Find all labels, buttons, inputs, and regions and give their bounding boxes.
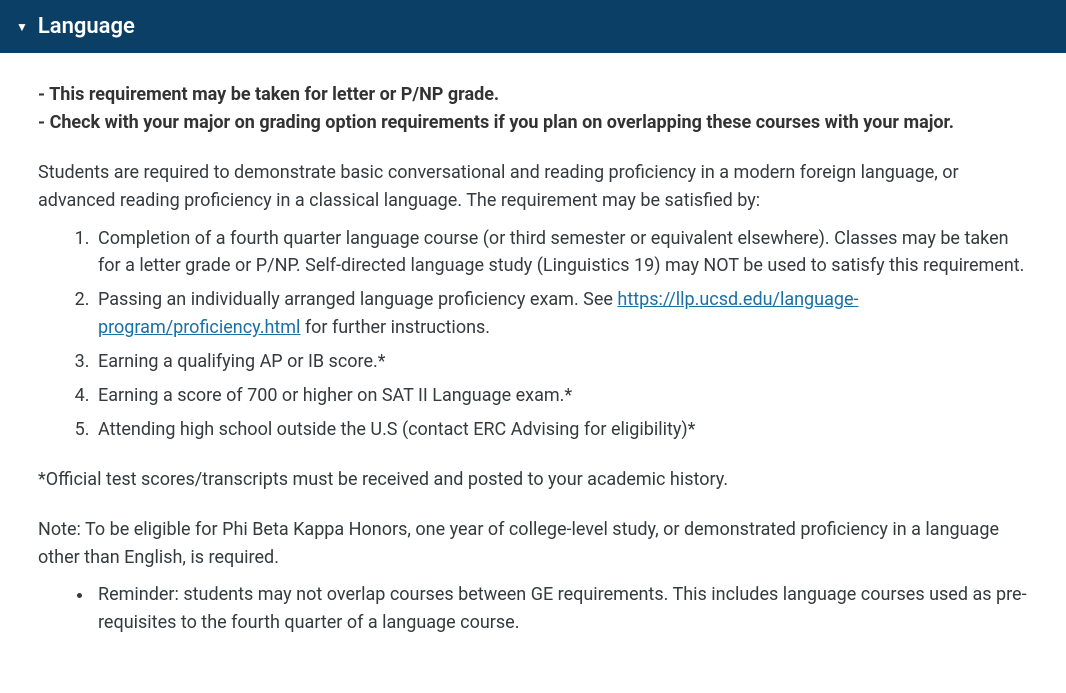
requirement-item: Earning a qualifying AP or IB score.*	[94, 348, 1028, 376]
grading-note-line: - Check with your major on grading optio…	[38, 109, 1028, 137]
requirement-item: Attending high school outside the U.S (c…	[94, 416, 1028, 444]
section-content: - This requirement may be taken for lett…	[0, 53, 1066, 657]
requirement-item: Passing an individually arranged languag…	[94, 286, 1028, 342]
phi-beta-kappa-note: Note: To be eligible for Phi Beta Kappa …	[38, 516, 1028, 572]
grading-note-line: - This requirement may be taken for lett…	[38, 81, 1028, 109]
requirement-list: Completion of a fourth quarter language …	[38, 225, 1028, 444]
requirement-item-text: Passing an individually arranged languag…	[98, 289, 617, 310]
grading-note: - This requirement may be taken for lett…	[38, 81, 1028, 137]
section-header[interactable]: ▼ Language	[0, 0, 1066, 53]
reminder-list: Reminder: students may not overlap cours…	[38, 581, 1028, 637]
reminder-item: Reminder: students may not overlap cours…	[94, 581, 1028, 637]
section-title: Language	[38, 14, 135, 39]
requirement-item-text: for further instructions.	[300, 317, 490, 338]
intro-paragraph: Students are required to demonstrate bas…	[38, 159, 1028, 215]
collapse-icon: ▼	[16, 21, 28, 33]
requirement-item: Earning a score of 700 or higher on SAT …	[94, 382, 1028, 410]
requirement-item: Completion of a fourth quarter language …	[94, 225, 1028, 281]
footnote-text: *Official test scores/transcripts must b…	[38, 466, 1028, 494]
